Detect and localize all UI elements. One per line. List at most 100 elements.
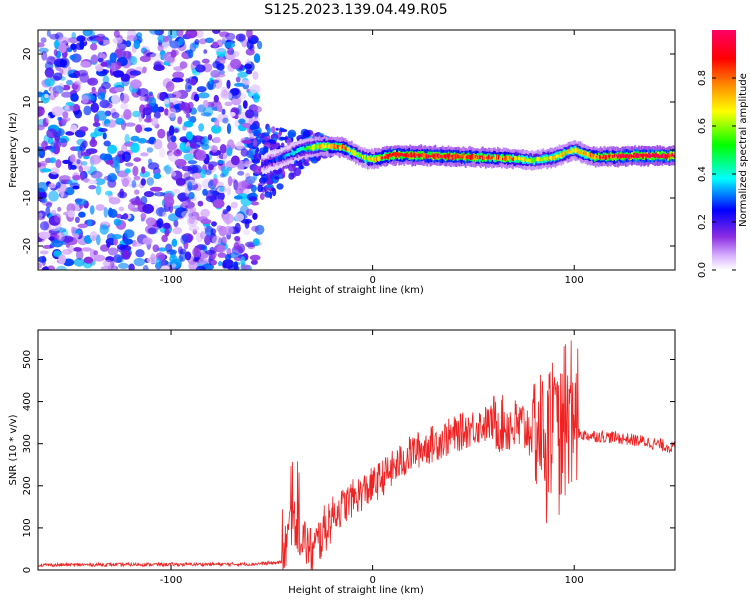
noise-blob bbox=[241, 160, 253, 165]
noise-blob bbox=[125, 40, 132, 48]
noise-blob bbox=[122, 213, 129, 220]
ridge-cell bbox=[382, 156, 384, 159]
colorbar bbox=[712, 30, 736, 270]
ridge-cell bbox=[653, 153, 655, 158]
noise-blob bbox=[187, 49, 194, 59]
noise-blob bbox=[45, 206, 51, 217]
ridge-cell bbox=[361, 155, 364, 159]
ridge-cell bbox=[460, 154, 463, 158]
ridge-cell bbox=[295, 150, 298, 154]
ridge-cell bbox=[300, 147, 303, 151]
noise-blob bbox=[120, 93, 130, 104]
transition-blob bbox=[288, 172, 295, 180]
ridge-cell bbox=[285, 154, 288, 157]
noise-blob bbox=[74, 216, 80, 223]
ridge-cell bbox=[572, 149, 575, 153]
noise-blob bbox=[195, 149, 207, 161]
noise-blob bbox=[184, 251, 192, 261]
noise-blob bbox=[175, 177, 186, 186]
ridge-cell bbox=[502, 157, 504, 160]
noise-blob bbox=[173, 219, 179, 228]
ridge-cell bbox=[450, 155, 453, 157]
ridge-cell bbox=[457, 155, 460, 159]
noise-blob bbox=[143, 49, 151, 57]
noise-blob bbox=[164, 164, 172, 175]
noise-blob bbox=[128, 263, 135, 270]
noise-blob bbox=[100, 265, 113, 270]
transition-blob bbox=[303, 162, 310, 167]
ridge-cell bbox=[668, 154, 671, 159]
noise-blob bbox=[172, 188, 181, 194]
noise-blob bbox=[97, 57, 104, 63]
noise-blob bbox=[142, 237, 153, 245]
ridge-cell bbox=[425, 154, 428, 159]
noise-blob bbox=[38, 231, 51, 240]
ridge-cell bbox=[351, 149, 354, 155]
noise-blob bbox=[224, 225, 234, 235]
ridge-cell bbox=[271, 160, 273, 163]
ridge-cell bbox=[437, 153, 440, 159]
ridge-cell bbox=[311, 145, 314, 151]
ridge-cell bbox=[355, 152, 358, 155]
noise-blob bbox=[212, 136, 221, 144]
ridge-cell bbox=[537, 156, 540, 162]
noise-blob bbox=[185, 131, 193, 141]
ridge-cell bbox=[355, 152, 358, 157]
ridge-cell bbox=[575, 147, 578, 153]
noise-blob bbox=[179, 197, 191, 203]
ridge-cell bbox=[280, 155, 283, 159]
noise-blob bbox=[88, 185, 97, 190]
ridge-cell bbox=[420, 154, 423, 157]
ridge-cell bbox=[487, 154, 490, 159]
ridge-cell bbox=[548, 156, 551, 161]
noise-blob bbox=[66, 79, 73, 86]
ridge-cell bbox=[282, 155, 285, 158]
ridge-cell bbox=[399, 152, 401, 156]
ridge-cell bbox=[490, 156, 492, 160]
noise-blob bbox=[227, 47, 235, 55]
ridge-cell bbox=[412, 153, 415, 157]
transition-blob bbox=[252, 129, 260, 136]
ridge-cell bbox=[346, 147, 349, 152]
ridge-cell bbox=[427, 154, 430, 158]
ridge-cell bbox=[640, 153, 642, 157]
noise-blob bbox=[146, 147, 154, 153]
noise-blob bbox=[56, 265, 67, 270]
ridge-cell bbox=[667, 152, 670, 158]
ridge-cell bbox=[409, 152, 412, 157]
noise-blob bbox=[162, 211, 167, 218]
ridge-cell bbox=[535, 158, 538, 161]
ridge-cell bbox=[447, 154, 450, 160]
ridge-cell bbox=[598, 155, 601, 159]
noise-blob bbox=[59, 175, 71, 183]
noise-blob bbox=[57, 36, 70, 45]
ridge-cell bbox=[538, 157, 541, 161]
noise-blob bbox=[240, 256, 246, 268]
noise-blob bbox=[214, 47, 227, 53]
ridge-cell bbox=[550, 156, 553, 161]
noise-blob bbox=[150, 253, 156, 262]
noise-blob bbox=[39, 221, 50, 231]
transition-blob bbox=[263, 146, 269, 154]
noise-blob bbox=[103, 207, 109, 218]
ridge-cell bbox=[540, 158, 543, 162]
transition-blob bbox=[257, 184, 264, 193]
noise-blob bbox=[157, 106, 165, 113]
noise-blob bbox=[100, 61, 109, 67]
noise-blob bbox=[207, 134, 213, 141]
noise-blob bbox=[49, 236, 55, 241]
noise-blob bbox=[108, 209, 118, 218]
transition-blob bbox=[264, 191, 272, 198]
noise-blob bbox=[187, 181, 193, 192]
transition-blob bbox=[251, 124, 258, 130]
ridge-cell bbox=[360, 154, 363, 160]
ridge-cell bbox=[522, 157, 524, 162]
ridge-cell bbox=[525, 158, 527, 162]
ridge-cell bbox=[541, 157, 544, 162]
ridge-cell bbox=[565, 151, 568, 153]
noise-blob bbox=[242, 100, 248, 109]
ridge-cell bbox=[379, 157, 381, 159]
snr-ytick-label: 400 bbox=[22, 392, 33, 411]
noise-blob bbox=[73, 80, 83, 86]
